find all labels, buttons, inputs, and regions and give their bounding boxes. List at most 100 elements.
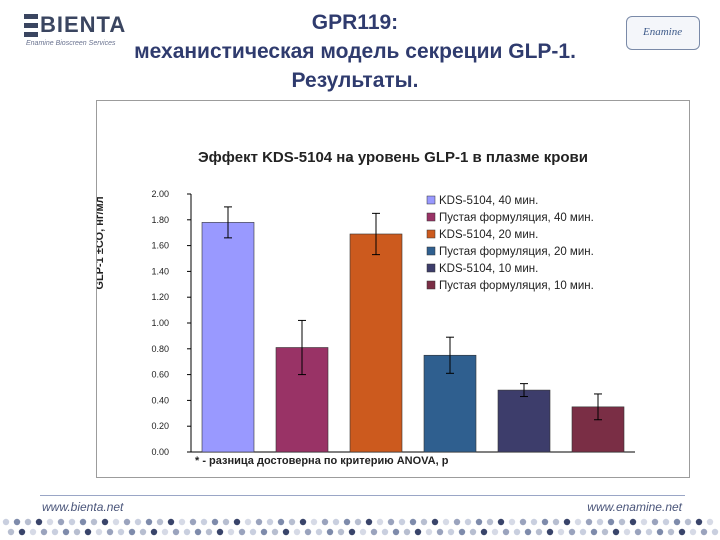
footer-dot bbox=[612, 528, 620, 536]
footer-dot bbox=[310, 518, 318, 526]
footer-dot bbox=[552, 518, 560, 526]
footer-dot bbox=[321, 518, 329, 526]
footer-dot bbox=[145, 518, 153, 526]
footer-dot bbox=[359, 528, 367, 536]
footer-dot bbox=[40, 528, 48, 536]
footer-dot bbox=[200, 518, 208, 526]
chart-frame: Эффект KDS-5104 на уровень GLP-1 в плазм… bbox=[96, 100, 690, 478]
footer-dot bbox=[211, 518, 219, 526]
footer-dot bbox=[447, 528, 455, 536]
bar bbox=[497, 389, 551, 453]
footer-dot bbox=[673, 518, 681, 526]
page-title: GPR119: механистическая модель секреции … bbox=[120, 8, 590, 95]
footer-dot bbox=[684, 518, 692, 526]
bar bbox=[349, 233, 403, 453]
footer-dot bbox=[178, 518, 186, 526]
bienta-logo-text: BIENTA bbox=[40, 12, 127, 37]
footer-dot bbox=[205, 528, 213, 536]
y-tick-label: 1.60 bbox=[151, 241, 169, 251]
footer-dot bbox=[35, 518, 43, 526]
footer-dot bbox=[343, 518, 351, 526]
y-tick-label: 1.20 bbox=[151, 292, 169, 302]
footer-dot bbox=[706, 518, 714, 526]
footer-right-url[interactable]: www.enamine.net bbox=[587, 500, 682, 514]
footer-dot bbox=[304, 528, 312, 536]
footer-dot bbox=[667, 528, 675, 536]
footer-dot bbox=[678, 528, 686, 536]
footer-dot bbox=[425, 528, 433, 536]
footer-dot bbox=[282, 528, 290, 536]
footer-dot bbox=[579, 528, 587, 536]
footer-dot bbox=[260, 528, 268, 536]
footer-dot bbox=[700, 528, 708, 536]
y-tick-label: 0.00 bbox=[151, 447, 169, 457]
footer-dot bbox=[348, 528, 356, 536]
footer-dot bbox=[79, 518, 87, 526]
enamine-logo-text: Enamine bbox=[643, 26, 683, 38]
footer-dot bbox=[216, 528, 224, 536]
footer-dot bbox=[519, 518, 527, 526]
enamine-logo: Enamine bbox=[626, 16, 700, 50]
legend-label: Пустая формуляция, 10 мин. bbox=[439, 280, 594, 292]
footer-dot bbox=[29, 528, 37, 536]
footer-dot bbox=[524, 528, 532, 536]
y-tick-label: 0.20 bbox=[151, 421, 169, 431]
footer-dot bbox=[513, 528, 521, 536]
footer-dot bbox=[337, 528, 345, 536]
footer-dot bbox=[381, 528, 389, 536]
legend-label: Пустая формуляция, 40 мин. bbox=[439, 212, 594, 224]
legend-swatch bbox=[426, 280, 436, 290]
footer-dot bbox=[398, 518, 406, 526]
footer-dot bbox=[634, 528, 642, 536]
footer-dot bbox=[167, 518, 175, 526]
legend-swatch bbox=[426, 212, 436, 222]
footer-dot bbox=[475, 518, 483, 526]
footer-dot bbox=[629, 518, 637, 526]
legend-swatch bbox=[426, 246, 436, 256]
footer-dot bbox=[354, 518, 362, 526]
bar-chart: 0.00 0.20 0.40 0.60 0.80 1.00 1.20 1.40 1.60 1.80… bbox=[97, 157, 635, 467]
footer-dot bbox=[392, 528, 400, 536]
bienta-logo-mark-icon bbox=[24, 14, 38, 37]
footer-dot bbox=[106, 528, 114, 536]
footer-dot bbox=[150, 528, 158, 536]
title-line-1: GPR119: bbox=[311, 11, 399, 34]
footer-dot bbox=[238, 528, 246, 536]
bienta-logo: BIENTA Enamine Bioscreen Services bbox=[22, 8, 152, 52]
bar bbox=[201, 222, 255, 453]
footer-dot bbox=[497, 518, 505, 526]
footer-dot bbox=[277, 518, 285, 526]
footer-dot bbox=[101, 518, 109, 526]
footer-dot-pattern bbox=[2, 518, 719, 536]
footer-dot bbox=[662, 518, 670, 526]
footer-left-url[interactable]: www.bienta.net bbox=[42, 500, 124, 514]
footer-dot bbox=[409, 518, 417, 526]
footer-dot bbox=[530, 518, 538, 526]
footer-dot bbox=[156, 518, 164, 526]
footer-dot bbox=[326, 528, 334, 536]
footer-dot bbox=[271, 528, 279, 536]
footer-dot bbox=[535, 528, 543, 536]
bienta-logo-subtitle: Enamine Bioscreen Services bbox=[26, 40, 116, 47]
footer-dot bbox=[123, 518, 131, 526]
y-tick-label: 1.80 bbox=[151, 215, 169, 225]
y-tick-label: 0.80 bbox=[151, 344, 169, 354]
footer-dot bbox=[695, 518, 703, 526]
footer-dot bbox=[90, 518, 98, 526]
footer-dot bbox=[623, 528, 631, 536]
legend-label: Пустая формуляция, 20 мин. bbox=[439, 246, 594, 258]
footer-dot bbox=[172, 528, 180, 536]
footer-dot bbox=[508, 518, 516, 526]
footer-dot bbox=[18, 528, 26, 536]
footer-dot bbox=[7, 528, 15, 536]
footer-dot bbox=[502, 528, 510, 536]
footer-dot bbox=[13, 518, 21, 526]
y-tick-label: 1.00 bbox=[151, 318, 169, 328]
footer-dot bbox=[557, 528, 565, 536]
footer-dot bbox=[458, 528, 466, 536]
footer-dot bbox=[618, 518, 626, 526]
footer-dot bbox=[95, 528, 103, 536]
annotation-star: * bbox=[348, 157, 352, 168]
footer-dot bbox=[469, 528, 477, 536]
y-tick-label: 0.60 bbox=[151, 370, 169, 380]
